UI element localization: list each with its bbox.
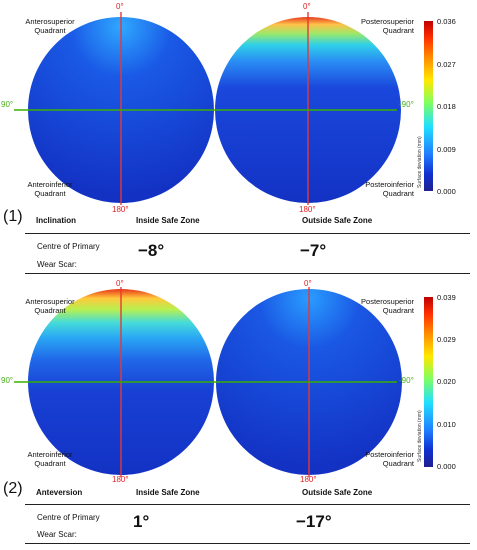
angle-bottom-left: 180° xyxy=(112,205,129,214)
panel-2-header-inside: Inside Safe Zone xyxy=(136,488,200,497)
quadrant-posteroinferior: Posteroinferior Quadrant xyxy=(365,450,414,468)
quadrant-posteroinferior: Posteroinferior Quadrant xyxy=(365,180,414,198)
angle-bottom-right: 180° xyxy=(299,205,316,214)
panel-1-outside-value: −7° xyxy=(300,241,327,260)
angle-right: -90° xyxy=(399,100,414,109)
panel-2-header-label: Anteversion xyxy=(36,488,83,497)
panel-1-header-outside: Outside Safe Zone xyxy=(302,216,373,225)
panel-1-rule-top xyxy=(25,233,470,234)
panel-1-number: (1) xyxy=(3,208,23,225)
colorbar-2-tick: 0.010 xyxy=(437,420,456,429)
panel-2-outside-value: −17° xyxy=(296,512,332,531)
colorbar-1-tick: 0.027 xyxy=(437,60,456,69)
angle-left: 90° xyxy=(1,376,14,385)
colorbar-1-tick: 0.000 xyxy=(437,187,456,196)
colorbar-2-title: Surface deviation (mm) xyxy=(417,410,423,462)
angle-top-left: 0° xyxy=(116,279,124,288)
quadrant-anterosuperior: Anterosuperior Quadrant xyxy=(25,17,75,35)
wear-map-panel-2 xyxy=(14,287,402,477)
colorbar-2-tick: 0.039 xyxy=(437,293,456,302)
colorbar-1-tick: 0.018 xyxy=(437,102,456,111)
colorbar-2-tick: 0.029 xyxy=(437,335,456,344)
angle-bottom-right: 180° xyxy=(300,475,317,484)
quadrant-posterosuperior: Posterosuperior Quadrant xyxy=(361,17,414,35)
panel-1-inside-value: −8° xyxy=(138,241,165,260)
wear-map-panel-1 xyxy=(14,12,401,205)
panel-2-number: (2) xyxy=(3,480,23,497)
colorbar-2-tick: 0.020 xyxy=(437,377,456,386)
quadrant-anteroinferior: Anteroinferior Quadrant xyxy=(27,180,73,198)
panel-1-row-label-2: Wear Scar: xyxy=(37,260,77,269)
panel-2-row-label-1: Centre of Primary xyxy=(37,513,100,522)
panel-2-inside-value: 1° xyxy=(133,512,150,531)
angle-top-right: 0° xyxy=(303,2,311,11)
panel-2-row-label-2: Wear Scar: xyxy=(37,530,77,539)
panel-1-row-label-1: Centre of Primary xyxy=(37,242,100,251)
panel-1-rule-bottom xyxy=(25,273,470,274)
quadrant-posterosuperior: Posterosuperior Quadrant xyxy=(361,297,414,315)
panel-1-header-inside: Inside Safe Zone xyxy=(136,216,200,225)
colorbar-1-tick: 0.036 xyxy=(437,17,456,26)
angle-bottom-left: 180° xyxy=(112,475,129,484)
colorbar-1-title: Surface deviation (mm) xyxy=(417,136,423,188)
panel-2-rule-top xyxy=(25,504,470,505)
colorbar-1 xyxy=(424,21,433,191)
quadrant-anteroinferior: Anteroinferior Quadrant xyxy=(27,450,73,468)
angle-top-right: 0° xyxy=(304,279,312,288)
angle-right: -90° xyxy=(399,376,414,385)
colorbar-1-tick: 0.009 xyxy=(437,145,456,154)
colorbar-2 xyxy=(424,297,433,467)
colorbar-2-tick: 0.000 xyxy=(437,462,456,471)
panel-2-rule-bottom xyxy=(25,543,470,544)
panel-2-header-outside: Outside Safe Zone xyxy=(302,488,373,497)
panel-1-header-label: Inclination xyxy=(36,216,76,225)
angle-top-left: 0° xyxy=(116,2,124,11)
quadrant-anterosuperior: Anterosuperior Quadrant xyxy=(25,297,75,315)
angle-left: 90° xyxy=(1,100,14,109)
